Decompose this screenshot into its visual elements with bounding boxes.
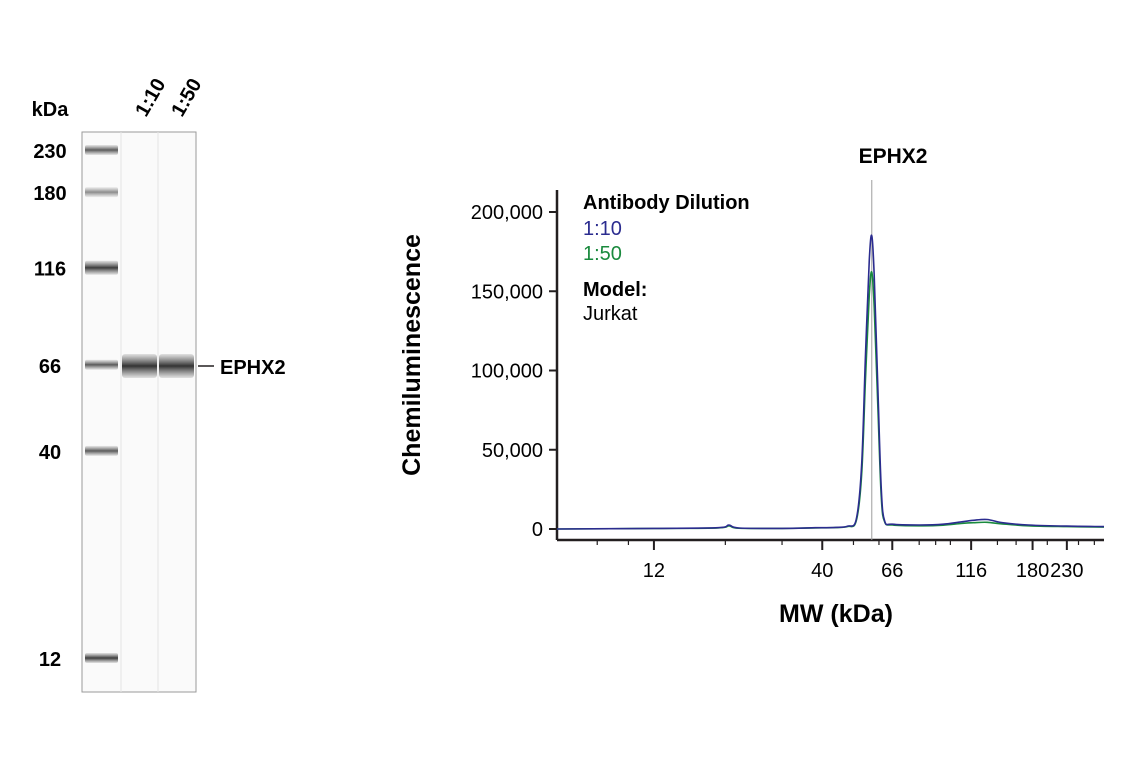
ladder-marker-labels: 230 180 116 66 40 12 <box>33 141 66 671</box>
ladder-band <box>85 145 118 155</box>
ladder-band <box>85 260 118 275</box>
y-axis-label: Chemiluminescence <box>398 234 426 476</box>
legend: Antibody Dilution 1:10 1:50 Model: Jurka… <box>583 192 750 325</box>
legend-model-value: Jurkat <box>583 303 638 325</box>
y-tick-label: 0 <box>532 519 543 541</box>
legend-series-2: 1:50 <box>583 243 622 265</box>
y-tick-label: 100,000 <box>471 361 543 383</box>
ladder-band <box>85 187 118 198</box>
chart-traces <box>556 234 1105 530</box>
ladder-marker-label: 116 <box>34 259 66 281</box>
ladder-band <box>85 359 118 370</box>
trace-series-2 <box>556 271 1105 530</box>
chart-title: EPHX2 <box>859 145 928 168</box>
x-axis-label: MW (kDa) <box>779 600 893 628</box>
x-tick-label: 180 <box>1016 560 1049 582</box>
band-label: EPHX2 <box>220 357 286 379</box>
x-tick-label: 40 <box>811 560 833 582</box>
y-tick-label: 50,000 <box>482 440 543 462</box>
chart-axes: 0 50,000 100,000 150,000 200,000 12 40 66 116 180… <box>471 180 1104 582</box>
ladder-band <box>85 653 118 663</box>
kda-label: kDa <box>32 99 70 121</box>
x-tick-label: 66 <box>881 560 903 582</box>
x-tick-label: 230 <box>1050 560 1083 582</box>
ladder-marker-label: 40 <box>39 442 61 464</box>
ladder-marker-label: 66 <box>39 356 61 378</box>
ladder-band <box>85 445 118 456</box>
y-tick-label: 150,000 <box>471 281 543 303</box>
gel-lanes <box>81 131 197 693</box>
trace-series-1 <box>556 234 1105 530</box>
ladder-marker-label: 12 <box>39 649 61 671</box>
ladder-marker-label: 230 <box>33 141 66 163</box>
sample-band-lane-1 <box>122 354 157 378</box>
legend-series-1: 1:10 <box>583 218 622 240</box>
ladder-marker-label: 180 <box>33 183 66 205</box>
sample-band-lane-2 <box>159 354 194 378</box>
legend-title: Antibody Dilution <box>583 192 750 214</box>
legend-model-title: Model: <box>583 279 647 301</box>
x-tick-label: 12 <box>643 560 665 582</box>
y-tick-label: 200,000 <box>471 202 543 224</box>
gel-outline <box>81 131 197 693</box>
x-tick-label: 116 <box>955 560 987 582</box>
